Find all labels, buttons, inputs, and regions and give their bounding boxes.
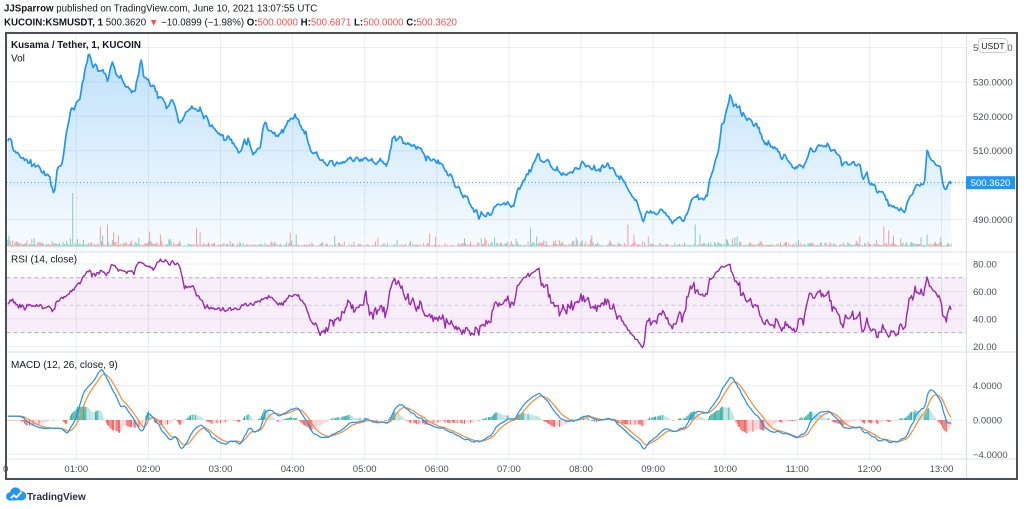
svg-text:12:00: 12:00 — [858, 464, 882, 475]
svg-text:USDT: USDT — [981, 41, 1004, 51]
svg-text:MACD (12, 26, close, 9): MACD (12, 26, close, 9) — [11, 360, 118, 371]
svg-text:0.0000: 0.0000 — [973, 416, 1002, 427]
svg-text:4.0000: 4.0000 — [973, 381, 1002, 392]
svg-text:03:00: 03:00 — [209, 464, 233, 475]
svg-text:20.00: 20.00 — [973, 342, 997, 353]
svg-text:KUCOIN:KSMUSDT, 1 500.3620 ▼ −: KUCOIN:KSMUSDT, 1 500.3620 ▼ −10.0899 (−… — [4, 18, 457, 29]
svg-text:510.0000: 510.0000 — [973, 146, 1013, 157]
svg-text:05:00: 05:00 — [353, 464, 377, 475]
svg-text:60.00: 60.00 — [973, 287, 997, 298]
svg-text:−4.0000: −4.0000 — [973, 450, 1008, 461]
svg-text:Vol: Vol — [11, 54, 25, 65]
svg-text:07:00: 07:00 — [497, 464, 521, 475]
svg-text:RSI (14, close): RSI (14, close) — [11, 255, 77, 266]
svg-text:490.0000: 490.0000 — [973, 215, 1013, 226]
svg-text:530.0000: 530.0000 — [973, 77, 1013, 88]
svg-text:04:00: 04:00 — [281, 464, 305, 475]
svg-text:80.00: 80.00 — [973, 260, 997, 271]
svg-text:JJSparrow published on Trading: JJSparrow published on TradingView.com, … — [4, 4, 317, 15]
svg-text:13:00: 13:00 — [930, 464, 954, 475]
svg-text:06:00: 06:00 — [425, 464, 449, 475]
svg-text:10:00: 10:00 — [713, 464, 737, 475]
svg-text:500.3620: 500.3620 — [971, 178, 1011, 189]
svg-text:Kusama / Tether, 1, KUCOIN: Kusama / Tether, 1, KUCOIN — [11, 40, 141, 51]
svg-text:TradingView: TradingView — [27, 492, 86, 503]
svg-text:520.0000: 520.0000 — [973, 112, 1013, 123]
svg-text:02:00: 02:00 — [137, 464, 161, 475]
svg-text:11:00: 11:00 — [786, 464, 809, 475]
svg-text:08:00: 08:00 — [569, 464, 593, 475]
svg-text:09:00: 09:00 — [641, 464, 665, 475]
svg-text:01:00: 01:00 — [64, 464, 88, 475]
svg-text:40.00: 40.00 — [973, 314, 997, 325]
